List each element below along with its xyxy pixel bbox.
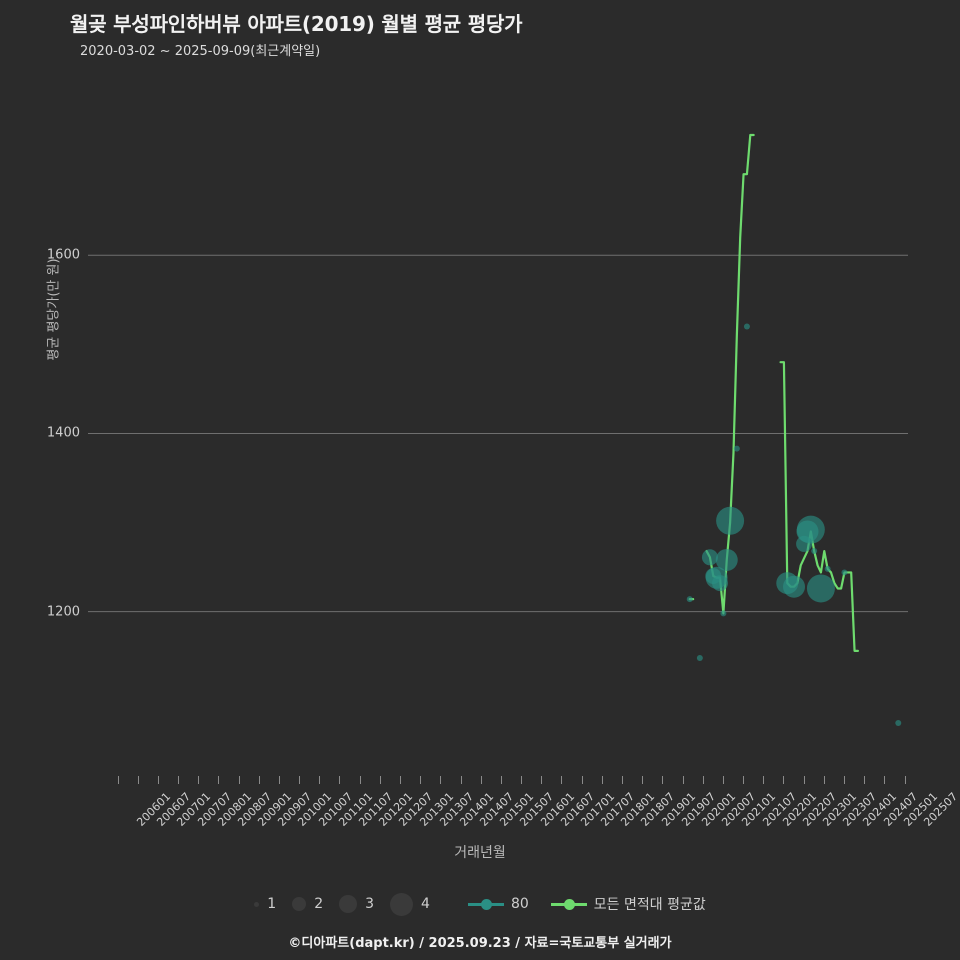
legend-size-label: 1	[267, 896, 277, 912]
bubble-point	[895, 720, 902, 726]
x-tick-mark	[117, 776, 119, 784]
bubble-point	[824, 565, 831, 572]
x-tick-mark	[157, 776, 159, 784]
x-tick-mark	[581, 776, 583, 784]
legend-series-label: 모든 면적대 평균값	[593, 897, 706, 913]
footer-text: ©디아파트(dapt.kr) / 2025.09.23 / 자료=국토교통부 실…	[288, 936, 672, 951]
x-tick-mark	[359, 776, 361, 784]
bubble-point	[733, 445, 740, 452]
x-tick-mark	[561, 776, 563, 784]
bubble-point	[686, 596, 693, 603]
x-tick-mark	[218, 776, 220, 784]
legend-series-item[interactable]: 80	[467, 896, 529, 912]
y-tick-label: 1400	[46, 425, 80, 441]
x-tick-mark	[178, 776, 180, 784]
bubble-point	[841, 569, 848, 576]
footer-credit: ©디아파트(dapt.kr) / 2025.09.23 / 자료=국토교통부 실…	[0, 932, 960, 951]
mean-line-series	[779, 361, 860, 652]
legend-size-dot-icon	[390, 892, 414, 916]
legend-size-item[interactable]: 2	[292, 896, 323, 912]
x-tick-mark	[763, 776, 765, 784]
x-tick-mark	[662, 776, 664, 784]
chart-legend: 1 2 3 4 80 모든 면적대 평균값	[0, 888, 960, 920]
x-tick-mark	[864, 776, 866, 784]
x-tick-mark	[198, 776, 200, 784]
bubble-point	[716, 506, 745, 535]
plot-area	[88, 86, 908, 772]
legend-size-label: 2	[314, 896, 324, 912]
x-tick-mark	[702, 776, 704, 784]
x-tick-mark	[743, 776, 745, 784]
legend-series-item[interactable]: 모든 면적대 평균값	[550, 894, 706, 914]
bubble-point	[696, 654, 703, 661]
x-tick-mark	[722, 776, 724, 784]
bubble-point	[806, 574, 835, 603]
y-axis-title: 평균 평당가(만 원)	[46, 258, 62, 361]
y-tick-label: 1200	[46, 604, 80, 620]
x-tick-mark	[460, 776, 462, 784]
legend-size-item[interactable]: 3	[339, 895, 374, 913]
x-tick-mark	[783, 776, 785, 784]
x-tick-mark	[521, 776, 523, 784]
x-tick-mark	[884, 776, 886, 784]
legend-size-dot-icon	[339, 895, 358, 913]
x-tick-mark	[379, 776, 381, 784]
y-tick-label: 1600	[46, 247, 80, 263]
legend-size-dot-icon	[292, 897, 307, 911]
x-tick-mark	[137, 776, 139, 784]
legend-series-marker-icon	[467, 897, 504, 911]
page-title: 월곶 부성파인하버뷰 아파트(2019) 월별 평균 평당가	[70, 12, 523, 36]
x-axis-title: 거래년월	[454, 845, 506, 861]
mean-line-series	[705, 133, 755, 615]
bubble-point	[811, 548, 818, 555]
x-tick-mark	[621, 776, 623, 784]
x-tick-mark	[480, 776, 482, 784]
x-tick-mark	[642, 776, 644, 784]
x-tick-mark	[339, 776, 341, 784]
legend-series-marker-icon	[550, 897, 587, 911]
x-tick-mark	[500, 776, 502, 784]
page-subtitle: 2020-03-02 ~ 2025-09-09(최근계약일)	[80, 44, 321, 59]
x-tick-mark	[440, 776, 442, 784]
x-tick-mark	[299, 776, 301, 784]
bubble-point	[743, 323, 750, 330]
y-axis-ticks: 1200 1400 1600	[0, 86, 86, 772]
x-tick-mark	[400, 776, 401, 784]
bubble-point	[720, 610, 727, 617]
bubble-point	[715, 548, 738, 571]
bubble-point	[783, 575, 806, 598]
chart-canvas	[88, 133, 908, 726]
bubble-point	[796, 515, 825, 544]
x-tick-mark	[601, 776, 603, 784]
x-tick-mark	[823, 776, 825, 784]
x-tick-mark	[541, 776, 543, 784]
legend-size-item[interactable]: 1	[254, 896, 276, 912]
bubble-point	[701, 549, 718, 566]
legend-size-label: 4	[421, 896, 430, 912]
x-tick-mark	[278, 776, 280, 784]
legend-size-label: 3	[365, 896, 375, 912]
x-tick-mark	[904, 776, 906, 784]
x-tick-mark	[682, 776, 684, 784]
x-tick-mark	[420, 776, 422, 784]
legend-size-item[interactable]: 4	[390, 892, 430, 916]
x-tick-mark	[319, 776, 321, 784]
bubble-point	[712, 575, 729, 592]
x-tick-mark	[843, 776, 845, 784]
x-tick-mark	[258, 776, 260, 784]
legend-size-dot-icon	[254, 901, 260, 907]
x-tick-mark	[238, 776, 240, 784]
legend-series-label: 80	[510, 896, 529, 912]
x-tick-mark	[803, 776, 805, 784]
